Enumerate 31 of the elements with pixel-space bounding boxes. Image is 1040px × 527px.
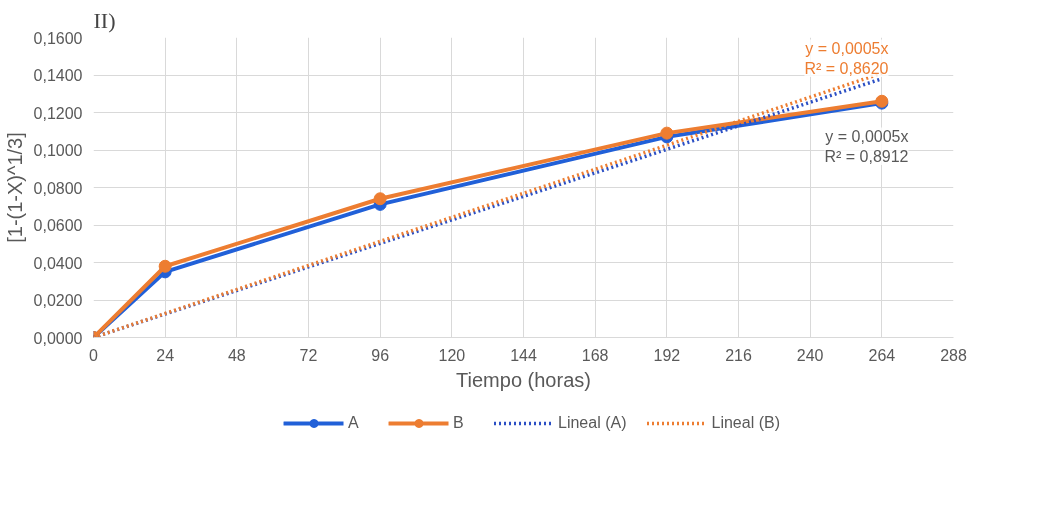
x-tick-label: 96 <box>371 346 390 364</box>
y-tick-label: 0,1200 <box>33 104 83 122</box>
chart-title: II) <box>93 7 116 33</box>
legend-label: Lineal (B) <box>711 414 780 432</box>
y-tick-label: 0,1000 <box>33 142 83 159</box>
y-tick-label: 0,1400 <box>33 67 83 84</box>
legend-label: B <box>453 414 465 432</box>
y-tick-label: 0,0000 <box>33 329 83 347</box>
legend-label: A <box>348 414 360 432</box>
x-tick-label: 192 <box>653 346 681 364</box>
y-tick-label: 0,1600 <box>33 29 83 47</box>
x-tick-label: 48 <box>227 346 246 364</box>
x-tick-label: 72 <box>299 346 318 364</box>
y-tick-label: 0,0400 <box>33 254 83 272</box>
x-tick-label: 120 <box>438 346 466 364</box>
x-tick-label: 216 <box>725 346 752 364</box>
annotation: y = 0,0005x R² = 0,8912 <box>824 127 909 165</box>
y-tick-label: 0,0800 <box>33 179 83 197</box>
legend-label: Lineal (A) <box>558 414 627 432</box>
x-tick-label: 240 <box>796 346 824 364</box>
y-tick-label: 0,0600 <box>33 217 83 234</box>
x-tick-label: 264 <box>868 346 896 364</box>
x-tick-label: 0 <box>89 346 99 364</box>
y-axis-title: [1-(1-X)^1/3] <box>3 132 26 243</box>
annotation: y = 0,0005x R² = 0,8620 <box>804 39 889 77</box>
x-tick-label: 168 <box>581 346 609 364</box>
x-tick-label: 288 <box>940 346 967 364</box>
x-tick-label: 24 <box>156 346 175 364</box>
x-axis-title: Tiempo (horas) <box>456 368 591 391</box>
y-tick-label: 0,0200 <box>33 292 83 309</box>
x-tick-label: 144 <box>510 346 537 364</box>
